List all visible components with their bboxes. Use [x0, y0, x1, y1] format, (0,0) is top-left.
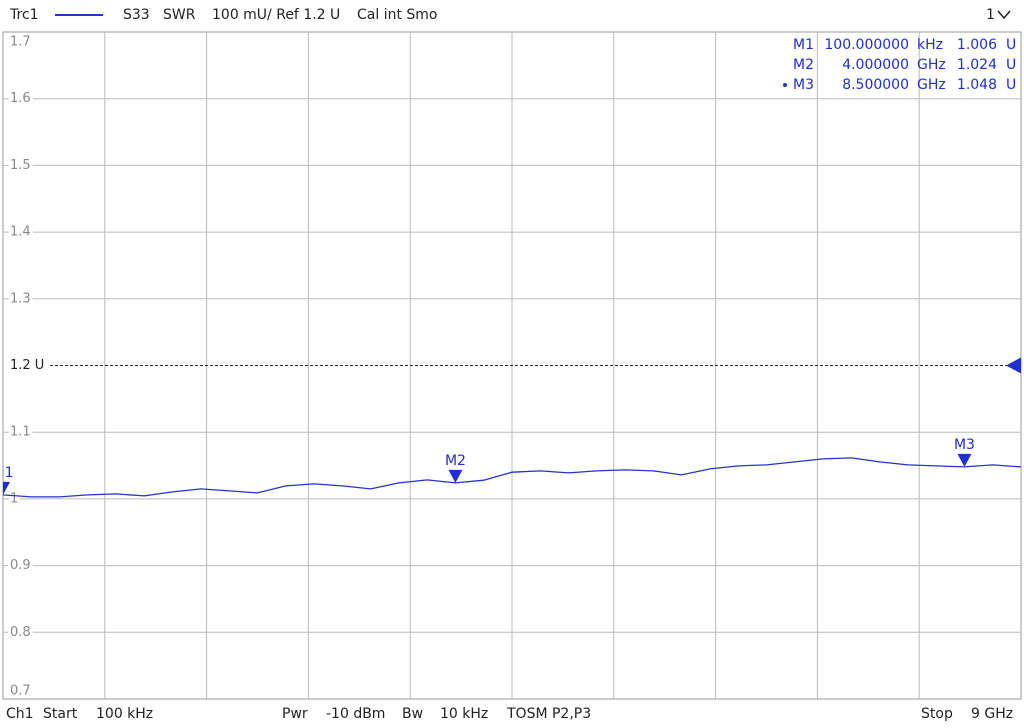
- channel: Ch1: [6, 706, 34, 722]
- marker-table-x-unit: GHz: [917, 77, 946, 93]
- trace-line: [3, 457, 1021, 498]
- marker-table-x: 4.000000: [842, 57, 909, 73]
- marker-label: M1: [0, 465, 14, 481]
- y-tick-label: 1.3: [10, 291, 31, 306]
- stop-frequency: 9 GHz: [971, 706, 1013, 722]
- y-tick-label: 1: [10, 491, 18, 506]
- trace-area: M1 M2 M3: [0, 437, 1021, 498]
- active-marker-dot: [783, 83, 787, 87]
- start-frequency: 100 kHz: [96, 706, 153, 722]
- marker-table-x-unit: GHz: [917, 57, 946, 73]
- marker-triangle: [3, 481, 10, 495]
- marker-table-x: 100.000000: [824, 37, 909, 53]
- stop-label: Stop: [921, 706, 953, 722]
- calibration-type: TOSM P2,P3: [506, 706, 591, 722]
- marker-table-unit: U: [1006, 37, 1016, 53]
- power: -10 dBm: [326, 706, 385, 722]
- y-tick-label: 0.7: [10, 684, 31, 699]
- marker-table-value: 1.006: [957, 37, 997, 53]
- marker-label: M2: [445, 453, 466, 469]
- window-dropdown[interactable]: [997, 10, 1011, 20]
- marker-table-unit: U: [1006, 77, 1016, 93]
- marker-triangle: [448, 469, 463, 483]
- y-tick-label: 1.7: [10, 35, 31, 50]
- marker-triangle: [957, 453, 972, 467]
- scale: 100 mU/ Ref 1.2 U: [212, 7, 340, 23]
- y-tick-label: 0.8: [10, 625, 31, 640]
- power-label: Pwr: [282, 706, 308, 722]
- marker-table-name: M2: [793, 57, 814, 73]
- marker-table-x: 8.500000: [842, 77, 909, 93]
- marker-table-value: 1.024: [957, 57, 997, 73]
- bandwidth-label: Bw: [402, 706, 423, 722]
- trace-name: Trc1: [9, 7, 39, 23]
- y-tick-label: 1.2 U: [10, 358, 44, 373]
- marker-table-unit: U: [1006, 57, 1016, 73]
- y-tick-label: 0.9: [10, 558, 31, 573]
- parameter: S33: [123, 7, 150, 23]
- y-tick-label: 1.5: [10, 158, 31, 173]
- marker-table-name: M3: [793, 77, 814, 93]
- window-number[interactable]: 1: [986, 7, 995, 23]
- y-tick-label: 1.1: [10, 425, 31, 440]
- start-label: Start: [43, 706, 78, 722]
- bandwidth: 10 kHz: [440, 706, 488, 722]
- marker-table-value: 1.048: [957, 77, 997, 93]
- marker-label: M3: [954, 437, 975, 453]
- marker-table-name: M1: [793, 37, 814, 53]
- marker-table-x-unit: kHz: [917, 37, 943, 53]
- reference-arrow: [1006, 357, 1021, 374]
- y-tick-label: 1.4: [10, 225, 31, 240]
- format: SWR: [163, 7, 196, 23]
- calibration: Cal int Smo: [357, 7, 438, 23]
- y-tick-label: 1.6: [10, 91, 31, 106]
